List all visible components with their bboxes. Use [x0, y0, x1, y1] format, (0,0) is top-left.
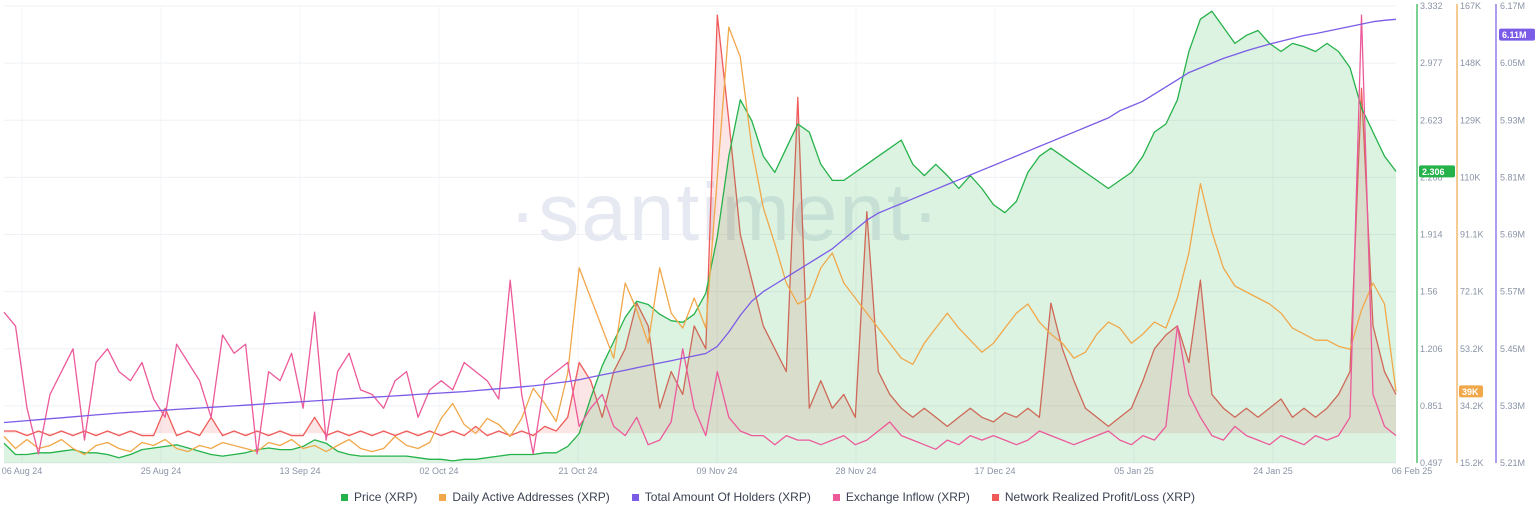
legend-item[interactable]: Daily Active Addresses (XRP) [439, 490, 610, 504]
legend-label: Price (XRP) [354, 490, 418, 504]
legend-swatch [439, 493, 447, 501]
legend-swatch [341, 493, 349, 501]
axis-tick-label: 129K [1460, 115, 1481, 125]
axis-tick-label: 5.69M [1500, 230, 1525, 240]
axis-tick-label: 5.81M [1500, 172, 1525, 182]
axis-tick-label: 5.33M [1500, 401, 1525, 411]
axis-tick-label: 91.1K [1460, 230, 1484, 240]
current-value-badge [1419, 165, 1455, 178]
x-tick-label: 13 Sep 24 [279, 466, 320, 476]
x-tick-label: 02 Oct 24 [419, 466, 458, 476]
x-tick-label: 09 Nov 24 [696, 466, 737, 476]
current-value-badge [1499, 28, 1535, 41]
current-value-label: 6.11M [1502, 30, 1527, 40]
axis-tick-label: 5.93M [1500, 115, 1525, 125]
axis-tick-label: 53.2K [1460, 344, 1484, 354]
x-tick-label: 17 Dec 24 [974, 466, 1015, 476]
legend: Price (XRP) Daily Active Addresses (XRP) T… [0, 490, 1536, 504]
legend-item[interactable]: Total Amount Of Holders (XRP) [631, 490, 811, 504]
legend-item[interactable]: Price (XRP) [341, 490, 417, 504]
series-line [3, 18, 1397, 424]
series-line [3, 14, 1397, 455]
axis-tick-label: 5.57M [1500, 287, 1525, 297]
axis-tick-label: 5.45M [1500, 344, 1525, 354]
axis-tick-label: 6.05M [1500, 58, 1525, 68]
legend-label: Total Amount Of Holders (XRP) [644, 490, 811, 504]
axis-tick-label: 6.17M [1500, 1, 1525, 11]
series-layer [3, 10, 1397, 463]
legend-label: Network Realized Profit/Loss (XRP) [1004, 490, 1195, 504]
series-area [4, 15, 1396, 436]
legend-item[interactable]: Network Realized Profit/Loss (XRP) [991, 490, 1195, 504]
axis-tick-label: 3.332 [1420, 1, 1443, 11]
legend-swatch [631, 493, 639, 501]
axis-tick-label: 2.623 [1420, 115, 1443, 125]
current-value-label: 2.306 [1422, 167, 1445, 177]
x-tick-label: 06 Feb 25 [1392, 466, 1433, 476]
series-line [4, 14, 1397, 437]
axis-tick-label: 15.2K [1460, 458, 1484, 468]
series-line [3, 10, 1397, 462]
current-value-badge [1459, 385, 1483, 398]
axis-tick-label: 1.914 [1420, 230, 1443, 240]
x-tick-label: 24 Jan 25 [1253, 466, 1293, 476]
legend-swatch [991, 493, 999, 501]
chart-svg: ·santiment· 3.3322.9772.6232.2681.9141.5… [2, 1, 1535, 476]
legend-label: Daily Active Addresses (XRP) [452, 490, 610, 504]
x-tick-label: 05 Jan 25 [1114, 466, 1154, 476]
axis-tick-label: 167K [1460, 1, 1481, 11]
legend-swatch [832, 493, 840, 501]
current-value-label: 39K [1462, 387, 1479, 397]
axis-tick-label: 1.206 [1420, 344, 1443, 354]
x-tick-label: 21 Oct 24 [558, 466, 597, 476]
legend-item[interactable]: Exchange Inflow (XRP) [832, 490, 970, 504]
axis-tick-label: 148K [1460, 58, 1481, 68]
axis-tick-label: 5.21M [1500, 458, 1525, 468]
axis-tick-label: 0.497 [1420, 458, 1443, 468]
legend-label: Exchange Inflow (XRP) [845, 490, 970, 504]
axis-tick-label: 0.851 [1420, 401, 1443, 411]
x-tick-label: 28 Nov 24 [835, 466, 876, 476]
series-area [4, 11, 1396, 463]
axis-tick-label: 1.56 [1420, 287, 1438, 297]
x-tick-label: 06 Aug 24 [2, 466, 43, 476]
axis-layer: 3.3322.9772.6232.2681.9141.561.2060.8510… [2, 1, 1535, 476]
axis-tick-label: 110K [1460, 172, 1480, 182]
axis-tick-label: 2.977 [1420, 58, 1443, 68]
x-tick-label: 25 Aug 24 [141, 466, 182, 476]
axis-tick-label: 34.2K [1460, 401, 1484, 411]
axis-tick-label: 72.1K [1460, 287, 1484, 297]
grid-lines [4, 5, 1413, 464]
series-line [3, 26, 1397, 456]
